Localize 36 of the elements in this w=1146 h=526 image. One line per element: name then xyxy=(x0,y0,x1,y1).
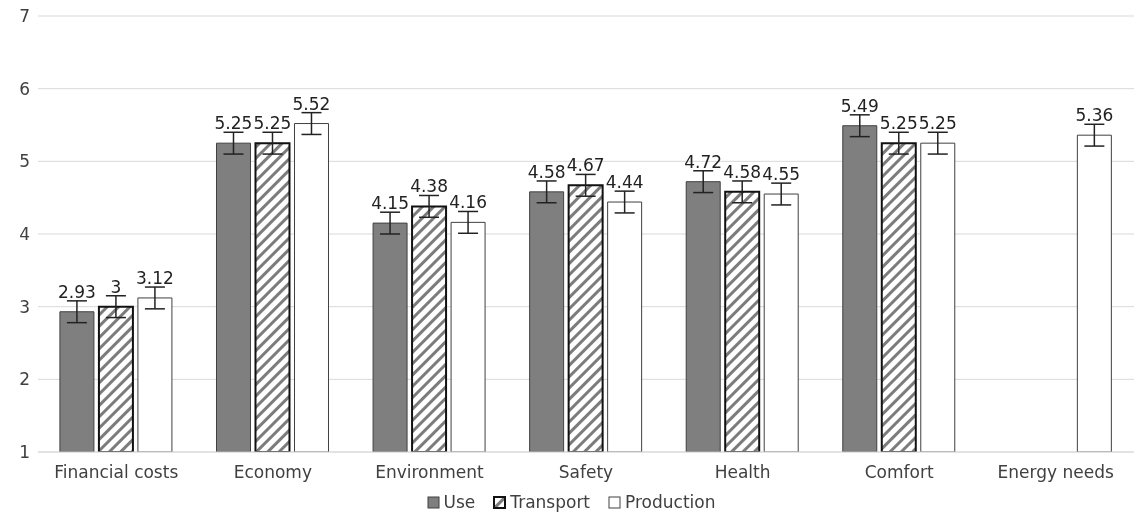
data-label: 5.52 xyxy=(292,93,331,114)
data-label: 4.16 xyxy=(449,192,487,213)
x-tick-label: Environment xyxy=(375,462,485,483)
data-label: 3 xyxy=(110,276,122,297)
data-label: 4.58 xyxy=(527,161,566,182)
data-label: 5.25 xyxy=(879,113,918,134)
data-label: 5.36 xyxy=(1075,105,1114,126)
y-tick-label: 1 xyxy=(19,442,30,463)
data-label: 5.25 xyxy=(918,113,957,134)
legend-label: Transport xyxy=(510,492,591,512)
x-tick-label: Financial costs xyxy=(54,462,179,483)
data-label: 4.44 xyxy=(605,172,644,193)
data-label: 3.12 xyxy=(135,267,174,288)
data-label: 2.93 xyxy=(57,281,96,302)
data-label: 4.55 xyxy=(762,164,801,185)
y-tick-label: 4 xyxy=(19,224,30,245)
y-tick-label: 2 xyxy=(19,369,30,390)
x-tick-label: Safety xyxy=(558,462,614,483)
data-label: 4.58 xyxy=(723,161,762,182)
data-label: 4.72 xyxy=(684,151,723,172)
x-tick-label: Comfort xyxy=(864,462,934,483)
y-tick-label: 5 xyxy=(19,151,30,172)
data-label: 5.25 xyxy=(253,113,292,134)
data-label: 4.67 xyxy=(566,155,605,176)
data-label: 4.38 xyxy=(410,176,448,197)
x-tick-label: Health xyxy=(714,462,771,483)
y-tick-label: 6 xyxy=(19,78,30,99)
y-tick-label: 3 xyxy=(19,296,30,317)
data-label: 4.15 xyxy=(371,193,409,214)
y-tick-label: 7 xyxy=(19,6,30,27)
x-tick-label: Energy needs xyxy=(997,462,1114,483)
data-label: 5.25 xyxy=(214,113,253,134)
x-tick-label: Economy xyxy=(233,462,313,483)
data-label: 5.49 xyxy=(840,95,879,116)
legend-label: Production xyxy=(625,492,716,512)
legend-label: Use xyxy=(443,492,476,512)
